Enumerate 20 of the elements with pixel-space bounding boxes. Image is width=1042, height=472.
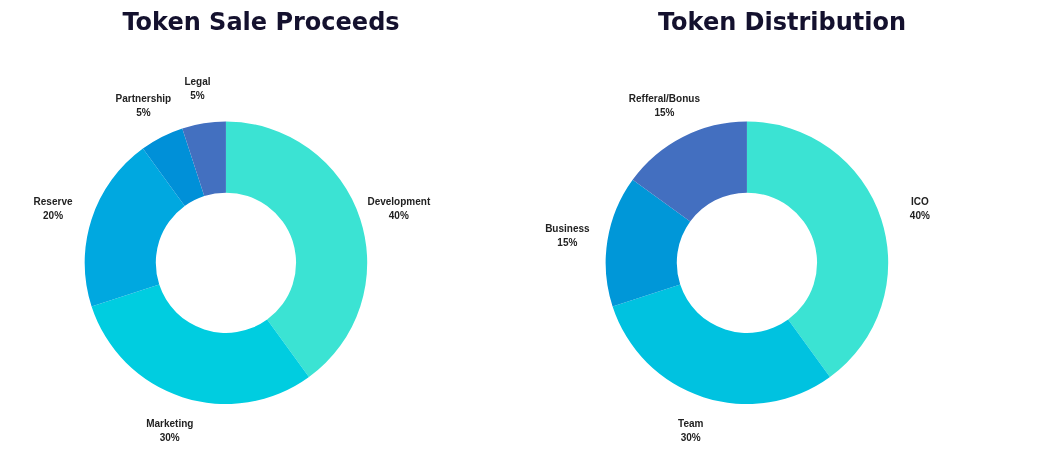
data-label: 30% [159,431,180,443]
slice-label: Partnership [115,93,172,105]
data-label: 40% [388,210,409,222]
data-label: 30% [680,431,701,443]
data-label: 15% [557,236,578,248]
data-label: 5% [190,90,205,102]
chart-title: Token Distribution [657,7,907,36]
slice-label: Business [545,222,591,234]
chart-title: Token Sale Proceeds [122,7,400,36]
data-label: 15% [654,107,675,119]
slice-label: Reserve [33,195,73,207]
slice-label: Development [367,195,431,207]
data-label: 20% [43,210,64,222]
slice-label: Marketing [146,417,194,429]
data-label: 40% [909,210,930,222]
slice-label: Team [678,417,704,429]
data-label: 5% [136,107,151,119]
slice-label: Legal [184,76,211,88]
slice-label: ICO [910,195,929,207]
slice-label: Refferal/Bonus [628,93,701,105]
